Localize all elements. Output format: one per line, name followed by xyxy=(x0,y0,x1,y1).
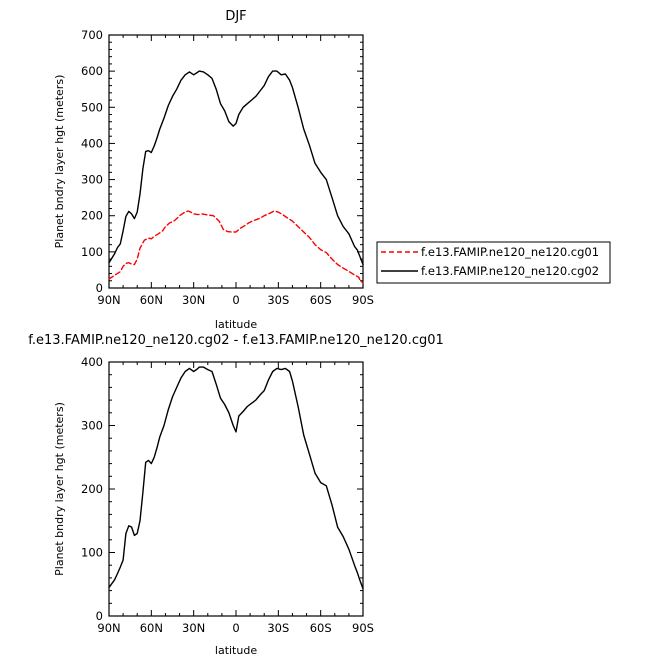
legend: f.e13.FAMIP.ne120_ne120.cg01 f.e13.FAMIP… xyxy=(376,241,611,284)
y-tick-label: 600 xyxy=(81,64,103,78)
bottom-x-axis: 90N 60N 30N 0 30S 60S 90S xyxy=(97,362,374,635)
top-panel: DJF 0 100 200 300 400 500 600 700 90N 60N 30N 0 30S… xyxy=(53,9,374,331)
y-tick-label: 0 xyxy=(96,281,103,295)
x-tick-label: 30S xyxy=(267,293,289,307)
x-tick-label: 30N xyxy=(182,293,205,307)
x-tick-label: 60N xyxy=(140,293,163,307)
x-tick-label: 0 xyxy=(232,621,239,635)
y-tick-label: 200 xyxy=(81,209,103,223)
bottom-y-axis: 0 100 200 300 400 xyxy=(81,355,363,623)
y-tick-label: 300 xyxy=(81,173,103,187)
x-tick-label: 60N xyxy=(140,621,163,635)
x-tick-label: 90N xyxy=(97,293,120,307)
y-tick-label: 100 xyxy=(81,546,103,560)
bottom-chart-title: f.e13.FAMIP.ne120_ne120.cg02 - f.e13.FAM… xyxy=(28,333,444,348)
x-tick-label: 90S xyxy=(352,293,374,307)
legend-label-cg02: f.e13.FAMIP.ne120_ne120.cg02 xyxy=(421,264,599,278)
x-tick-label: 60S xyxy=(310,621,332,635)
series-line-cg02 xyxy=(108,70,364,266)
bottom-x-axis-label: latitude xyxy=(215,644,257,657)
series-line-cg01 xyxy=(108,210,364,284)
bottom-panel: f.e13.FAMIP.ne120_ne120.cg02 - f.e13.FAM… xyxy=(28,333,444,657)
legend-box xyxy=(376,241,611,284)
top-plot-frame xyxy=(108,34,364,289)
x-tick-label: 90N xyxy=(97,621,120,635)
series-line-diff xyxy=(108,366,364,590)
bottom-series-lines xyxy=(108,366,364,590)
top-y-axis: 0 100 200 300 400 500 600 700 xyxy=(81,28,363,295)
bottom-y-axis-label: Planet bndry layer hgt (meters) xyxy=(53,402,66,576)
top-y-axis-label: Planet bndry layer hgt (meters) xyxy=(53,75,66,249)
top-x-axis-label: latitude xyxy=(215,318,257,331)
y-tick-label: 400 xyxy=(81,355,103,369)
top-x-axis: 90N 60N 30N 0 30S 60S 90S xyxy=(97,35,374,307)
x-tick-label: 60S xyxy=(310,293,332,307)
x-tick-label: 30N xyxy=(182,621,205,635)
x-tick-label: 90S xyxy=(352,621,374,635)
x-tick-label: 30S xyxy=(267,621,289,635)
y-tick-label: 500 xyxy=(81,100,103,114)
y-tick-label: 200 xyxy=(81,482,103,496)
bottom-plot-frame xyxy=(108,361,364,617)
legend-label-cg01: f.e13.FAMIP.ne120_ne120.cg01 xyxy=(421,245,599,259)
y-tick-label: 700 xyxy=(81,28,103,42)
y-tick-label: 300 xyxy=(81,419,103,433)
top-series-lines xyxy=(108,70,364,284)
top-chart-title: DJF xyxy=(225,9,246,24)
x-tick-label: 0 xyxy=(232,293,239,307)
y-tick-label: 0 xyxy=(96,609,103,623)
y-tick-label: 100 xyxy=(81,245,103,259)
y-tick-label: 400 xyxy=(81,136,103,150)
